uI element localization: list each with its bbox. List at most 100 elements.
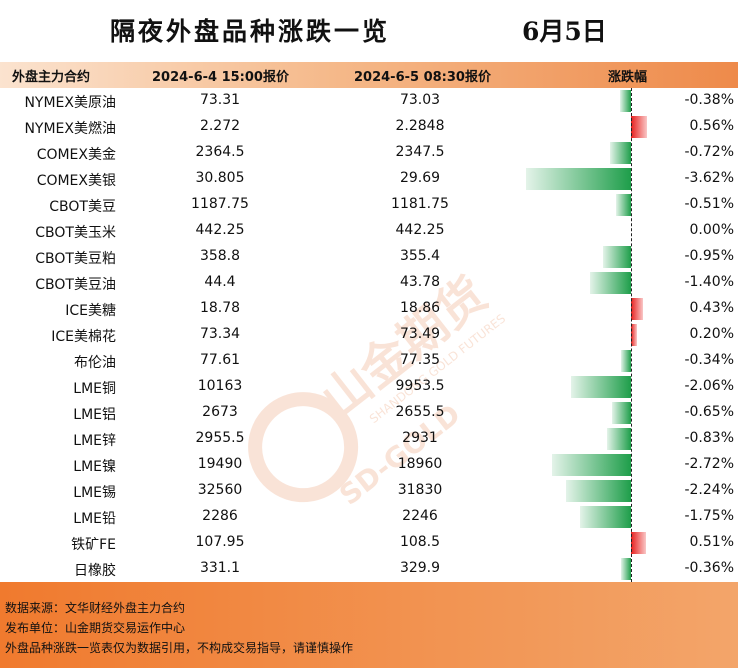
price-curr: 29.69 bbox=[399, 170, 441, 186]
contract-name: LME锌 bbox=[73, 433, 116, 449]
price-curr: 355.4 bbox=[399, 248, 441, 264]
price-prev: 1187.75 bbox=[191, 196, 249, 212]
price-prev: 331.1 bbox=[199, 560, 241, 576]
report-date: 6月5日 bbox=[522, 17, 607, 46]
price-prev: 77.61 bbox=[199, 352, 241, 368]
change-percent: -0.83% bbox=[684, 430, 734, 446]
bar-down bbox=[603, 246, 631, 268]
price-curr: 31830 bbox=[397, 482, 443, 498]
contract-name: NYMEX美燃油 bbox=[24, 121, 116, 137]
change-percent: -3.62% bbox=[684, 170, 734, 186]
table-row: LME铝 2673 2655.5 -0.65% bbox=[0, 400, 738, 426]
bar-up bbox=[631, 298, 644, 320]
price-prev: 358.8 bbox=[199, 248, 241, 264]
change-percent: 0.51% bbox=[689, 534, 734, 550]
change-percent: 0.43% bbox=[689, 300, 734, 316]
contract-name: ICE美糖 bbox=[65, 303, 116, 319]
bar-down bbox=[606, 428, 631, 450]
contract-name: LME镍 bbox=[73, 459, 116, 475]
price-prev: 10163 bbox=[197, 378, 243, 394]
bar-down bbox=[580, 506, 631, 528]
price-curr: 2655.5 bbox=[395, 404, 445, 420]
bar-down bbox=[621, 350, 631, 372]
table-row: LME镍 19490 18960 -2.72% bbox=[0, 452, 738, 478]
price-prev: 44.4 bbox=[204, 274, 236, 290]
price-prev: 19490 bbox=[197, 456, 243, 472]
contract-name: CBOT美豆油 bbox=[35, 277, 116, 293]
change-percent: -0.51% bbox=[684, 196, 734, 212]
header-price-curr: 2024-6-5 08:30报价 bbox=[354, 70, 491, 85]
price-curr: 108.5 bbox=[399, 534, 441, 550]
price-curr: 2.2848 bbox=[395, 118, 445, 134]
price-curr: 2347.5 bbox=[395, 144, 445, 160]
bar-down bbox=[612, 402, 631, 424]
change-percent: -0.95% bbox=[684, 248, 734, 264]
bar-up bbox=[631, 324, 637, 346]
table-row: NYMEX美燃油 2.272 2.2848 0.56% bbox=[0, 114, 738, 140]
price-curr: 329.9 bbox=[399, 560, 441, 576]
bar-down bbox=[552, 454, 631, 476]
price-prev: 32560 bbox=[197, 482, 243, 498]
contract-name: 铁矿FE bbox=[71, 537, 116, 553]
bar-down bbox=[616, 194, 631, 216]
change-percent: -0.36% bbox=[684, 560, 734, 576]
price-curr: 442.25 bbox=[395, 222, 445, 238]
table-row: CBOT美豆粕 358.8 355.4 -0.95% bbox=[0, 244, 738, 270]
change-percent: -0.38% bbox=[684, 92, 734, 108]
table-row: ICE美棉花 73.34 73.49 0.20% bbox=[0, 322, 738, 348]
change-percent: -1.40% bbox=[684, 274, 734, 290]
price-curr: 18.86 bbox=[399, 300, 441, 316]
contract-name: 日橡胶 bbox=[74, 563, 116, 579]
header-change: 涨跌幅 bbox=[608, 70, 648, 85]
price-curr: 2931 bbox=[402, 430, 438, 446]
change-percent: -2.24% bbox=[684, 482, 734, 498]
price-curr: 73.03 bbox=[399, 92, 441, 108]
table-row: COMEX美金 2364.5 2347.5 -0.72% bbox=[0, 140, 738, 166]
table-header: 外盘主力合约 2024-6-4 15:00报价 2024-6-5 08:30报价… bbox=[0, 62, 738, 88]
table-row: NYMEX美原油 73.31 73.03 -0.38% bbox=[0, 88, 738, 114]
change-percent: -0.34% bbox=[684, 352, 734, 368]
bar-up bbox=[631, 116, 648, 138]
contract-name: LME铜 bbox=[73, 381, 116, 397]
change-percent: -0.72% bbox=[684, 144, 734, 160]
bar-down bbox=[526, 168, 631, 190]
contract-name: CBOT美玉米 bbox=[35, 225, 116, 241]
price-prev: 2673 bbox=[202, 404, 238, 420]
contract-name: 布伦油 bbox=[74, 355, 116, 371]
change-percent: -2.06% bbox=[684, 378, 734, 394]
price-prev: 2364.5 bbox=[195, 144, 245, 160]
bar-down bbox=[619, 90, 631, 112]
change-percent: -2.72% bbox=[684, 456, 734, 472]
price-prev: 30.805 bbox=[195, 170, 245, 186]
table-row: LME铜 10163 9953.5 -2.06% bbox=[0, 374, 738, 400]
table-row: 日橡胶 331.1 329.9 -0.36% bbox=[0, 556, 738, 582]
header-contract: 外盘主力合约 bbox=[12, 70, 91, 85]
price-curr: 2246 bbox=[402, 508, 438, 524]
footer-disclaimer: 外盘品种涨跌一览表仅为数据引用，不构成交易指导，请谨慎操作 bbox=[5, 641, 354, 655]
table-row: 布伦油 77.61 77.35 -0.34% bbox=[0, 348, 738, 374]
price-prev: 2955.5 bbox=[195, 430, 245, 446]
contract-name: CBOT美豆粕 bbox=[35, 251, 116, 267]
contract-name: COMEX美银 bbox=[36, 173, 116, 189]
price-prev: 442.25 bbox=[195, 222, 245, 238]
change-percent: -1.75% bbox=[684, 508, 734, 524]
table-row: LME锌 2955.5 2931 -0.83% bbox=[0, 426, 738, 452]
bar-down bbox=[571, 376, 631, 398]
header-price-prev: 2024-6-4 15:00报价 bbox=[152, 70, 289, 85]
price-prev: 107.95 bbox=[195, 534, 245, 550]
price-prev: 73.31 bbox=[199, 92, 241, 108]
price-curr: 77.35 bbox=[399, 352, 441, 368]
table-row: LME铅 2286 2246 -1.75% bbox=[0, 504, 738, 530]
change-percent: -0.65% bbox=[684, 404, 734, 420]
price-prev: 2286 bbox=[202, 508, 238, 524]
contract-name: CBOT美豆 bbox=[49, 199, 116, 215]
price-prev: 73.34 bbox=[199, 326, 241, 342]
zero-axis bbox=[631, 88, 632, 582]
change-percent: 0.56% bbox=[689, 118, 734, 134]
bar-down bbox=[620, 558, 631, 580]
bar-down bbox=[590, 272, 631, 294]
change-percent: 0.20% bbox=[689, 326, 734, 342]
table-row: CBOT美豆 1187.75 1181.75 -0.51% bbox=[0, 192, 738, 218]
contract-name: ICE美棉花 bbox=[51, 329, 116, 345]
bar-down bbox=[610, 142, 631, 164]
